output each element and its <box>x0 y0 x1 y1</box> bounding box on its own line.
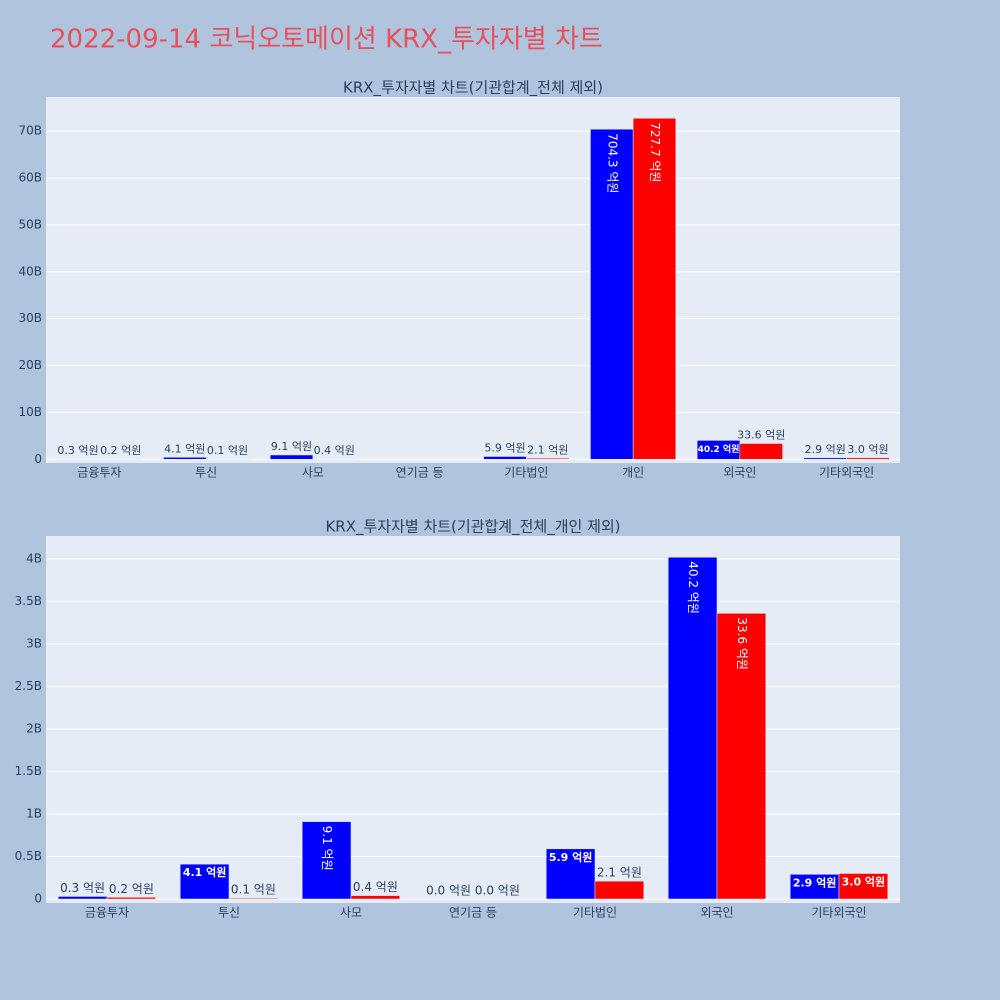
value-label: 727.7 억원 <box>648 122 662 182</box>
y-tick-label: 10B <box>18 405 42 419</box>
y-tick-label: 1B <box>26 806 42 820</box>
bar <box>803 457 847 460</box>
value-label: 0.0 억원 <box>475 884 520 898</box>
x-tick-label: 연기금 등 <box>396 466 444 480</box>
bar <box>590 128 634 460</box>
plot-area <box>46 536 900 903</box>
bar <box>350 895 401 900</box>
value-label: 0.4 억원 <box>314 444 355 457</box>
bar <box>838 873 889 900</box>
value-label: 2.1 억원 <box>597 866 642 880</box>
value-label: 2.1 억원 <box>527 443 568 456</box>
value-label: 3.0 억원 <box>842 875 886 889</box>
bar <box>163 457 207 460</box>
x-tick-label: 기타법인 <box>504 466 548 480</box>
y-tick-label: 4B <box>26 551 42 565</box>
y-tick-label: 70B <box>18 124 42 138</box>
y-tick-label: 3B <box>26 636 42 650</box>
plot-area <box>46 97 900 463</box>
bar <box>57 896 108 900</box>
y-tick-label: 40B <box>18 264 42 278</box>
bar <box>228 897 279 900</box>
value-label: 704.3 억원 <box>605 133 619 193</box>
value-label: 0.0 억원 <box>426 884 471 898</box>
y-tick-label: 1.5B <box>15 764 42 778</box>
x-tick-label: 기타외국인 <box>819 466 874 480</box>
value-label: 9.1 억원 <box>320 826 334 871</box>
x-tick-label: 외국인 <box>700 906 733 920</box>
value-label: 0.1 억원 <box>231 883 276 897</box>
bar <box>739 443 783 460</box>
page-title: 2022-09-14 코닉오토메이션 KRX_투자자별 차트 <box>50 25 603 55</box>
value-label: 40.2 억원 <box>698 443 740 455</box>
x-tick-label: 금융투자 <box>77 466 121 480</box>
bar <box>483 456 527 460</box>
x-tick-label: 투신 <box>218 906 240 920</box>
bar <box>716 613 767 900</box>
value-label: 5.9 억원 <box>549 850 593 864</box>
value-label: 4.1 억원 <box>164 442 205 455</box>
x-tick-label: 외국인 <box>723 466 756 480</box>
bar <box>632 117 677 460</box>
y-tick-label: 0 <box>34 452 42 466</box>
y-tick-label: 3.5B <box>15 594 42 608</box>
value-label: 2.9 억원 <box>793 875 837 889</box>
value-label: 9.1 억원 <box>271 440 312 453</box>
chart-title: KRX_투자자별 차트(기관합계_전체 제외) <box>343 79 603 98</box>
bar <box>846 457 890 460</box>
value-label: 5.9 억원 <box>484 441 525 454</box>
y-tick-label: 50B <box>18 217 42 231</box>
value-label: 33.6 억원 <box>737 429 785 442</box>
y-tick-label: 60B <box>18 171 42 185</box>
value-label: 40.2 억원 <box>686 561 700 614</box>
value-label: 3.0 억원 <box>847 443 888 456</box>
bar <box>545 848 596 900</box>
x-tick-label: 연기금 등 <box>449 906 497 920</box>
bar <box>269 454 314 460</box>
value-label: 4.1 억원 <box>183 865 227 879</box>
y-tick-label: 2.5B <box>15 679 42 693</box>
bar <box>526 458 570 460</box>
value-label: 0.2 억원 <box>100 444 141 457</box>
x-tick-label: 개인 <box>622 466 644 480</box>
x-tick-label: 투신 <box>195 466 217 480</box>
value-label: 0.1 억원 <box>207 444 248 457</box>
bar <box>179 863 230 900</box>
x-tick-label: 사모 <box>340 906 362 920</box>
y-tick-label: 2B <box>26 721 42 735</box>
y-tick-label: 0.5B <box>15 849 42 863</box>
value-label: 2.9 억원 <box>805 443 846 456</box>
y-tick-label: 20B <box>18 358 42 372</box>
chart-title: KRX_투자자별 차트(기관합계_전체_개인 제외) <box>325 518 620 537</box>
bar <box>594 880 645 900</box>
y-tick-label: 0 <box>34 892 42 906</box>
value-label: 0.4 억원 <box>353 880 398 894</box>
bar <box>301 821 352 900</box>
y-tick-label: 30B <box>18 311 42 325</box>
x-tick-label: 기타외국인 <box>811 906 866 920</box>
value-label: 0.3 억원 <box>57 444 98 457</box>
bar <box>789 874 840 900</box>
bar <box>106 897 157 900</box>
x-tick-label: 금융투자 <box>85 906 129 920</box>
bar <box>667 557 718 900</box>
value-label: 0.3 억원 <box>60 881 105 895</box>
value-label: 33.6 억원 <box>735 617 749 670</box>
value-label: 0.2 억원 <box>109 882 154 896</box>
x-tick-label: 기타법인 <box>573 906 617 920</box>
x-tick-label: 사모 <box>302 466 324 480</box>
